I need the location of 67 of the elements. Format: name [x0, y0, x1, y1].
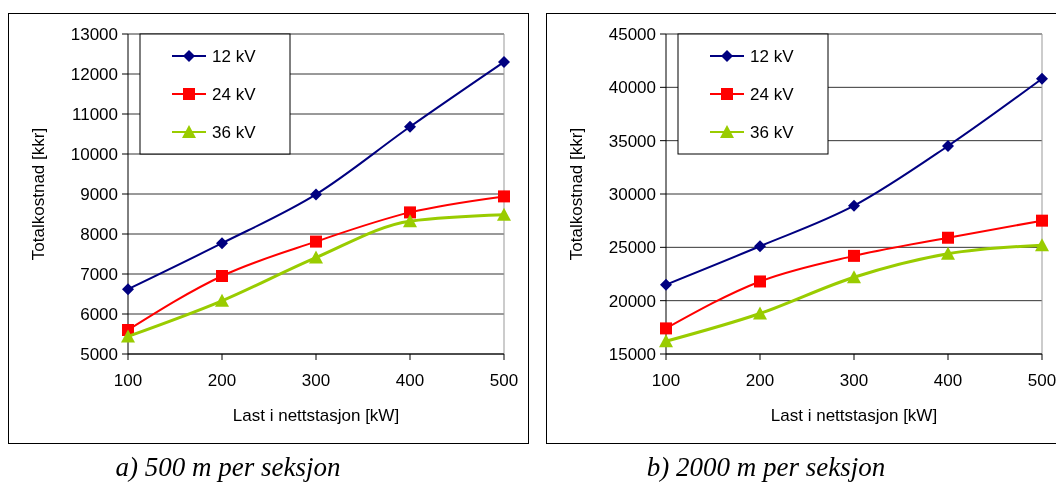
point	[754, 240, 766, 253]
y-tick-label: 6000	[80, 304, 118, 324]
x-tick-label: 300	[839, 371, 869, 390]
x-tick-label: 400	[395, 371, 425, 390]
y-tick-label: 13000	[70, 24, 118, 44]
y-tick-label: 7000	[80, 264, 118, 284]
point	[215, 293, 229, 307]
legend-label: 24 kV	[750, 84, 795, 104]
point	[1036, 214, 1048, 227]
point	[1035, 238, 1049, 252]
legend-label: 12 kV	[212, 46, 257, 66]
point	[404, 206, 416, 219]
point	[498, 56, 510, 68]
y-tick-label: 10000	[70, 144, 118, 164]
x-tick-label: 400	[933, 371, 963, 390]
x-axis-title: Last i nettstasjon [kW]	[232, 406, 400, 425]
point	[1036, 72, 1048, 85]
y-tick-label: 9000	[80, 184, 118, 204]
point	[310, 188, 322, 201]
point	[660, 322, 672, 335]
point	[121, 329, 135, 343]
y-tick-label: 11000	[71, 104, 118, 124]
x-tick-label: 500	[1027, 371, 1057, 390]
text: a) 500 m per seksjon	[115, 452, 341, 482]
legend-label: 36 kV	[212, 122, 257, 142]
y-tick-label: 8000	[80, 224, 118, 244]
legend-label: 12 kV	[750, 46, 795, 66]
y-tick-label: 45000	[608, 24, 656, 44]
point	[497, 207, 511, 221]
y-axis-title: Totalkostnad [kkr]	[29, 127, 48, 261]
point	[403, 214, 417, 228]
y-tick-label: 5000	[80, 344, 118, 364]
y-tick-label: 40000	[608, 78, 656, 98]
x-tick-label: 100	[113, 371, 143, 390]
point	[122, 283, 134, 296]
legend-label: 36 kV	[750, 122, 795, 142]
y-tick-label: 35000	[608, 131, 656, 151]
point	[847, 270, 861, 284]
point	[848, 249, 860, 262]
legend-label: 24 kV	[212, 84, 257, 104]
x-tick-label: 500	[489, 371, 519, 390]
point	[309, 250, 323, 264]
point	[942, 231, 954, 244]
y-tick-label: 25000	[608, 238, 656, 258]
x-tick-label: 100	[651, 371, 681, 390]
point	[942, 140, 954, 152]
point	[753, 306, 767, 320]
point	[498, 190, 510, 203]
point	[754, 275, 766, 288]
point	[660, 278, 672, 291]
text: b) 2000 m per seksjon	[646, 452, 886, 482]
x-tick-label: 300	[301, 371, 331, 390]
point	[848, 199, 860, 212]
point	[216, 270, 228, 282]
point	[941, 246, 955, 260]
x-axis-title: Last i nettstasjon [kW]	[770, 406, 938, 425]
point	[216, 237, 228, 250]
x-tick-label: 200	[745, 371, 775, 390]
y-tick-label: 30000	[608, 184, 656, 204]
y-tick-label: 12000	[70, 64, 118, 84]
y-tick-label: 20000	[608, 291, 656, 311]
y-tick-label: 15000	[608, 344, 656, 364]
point	[659, 334, 673, 348]
point	[404, 120, 416, 133]
point	[310, 235, 322, 248]
y-axis-title: Totalkostnad [kkr]	[567, 127, 586, 261]
x-tick-label: 200	[207, 371, 237, 390]
